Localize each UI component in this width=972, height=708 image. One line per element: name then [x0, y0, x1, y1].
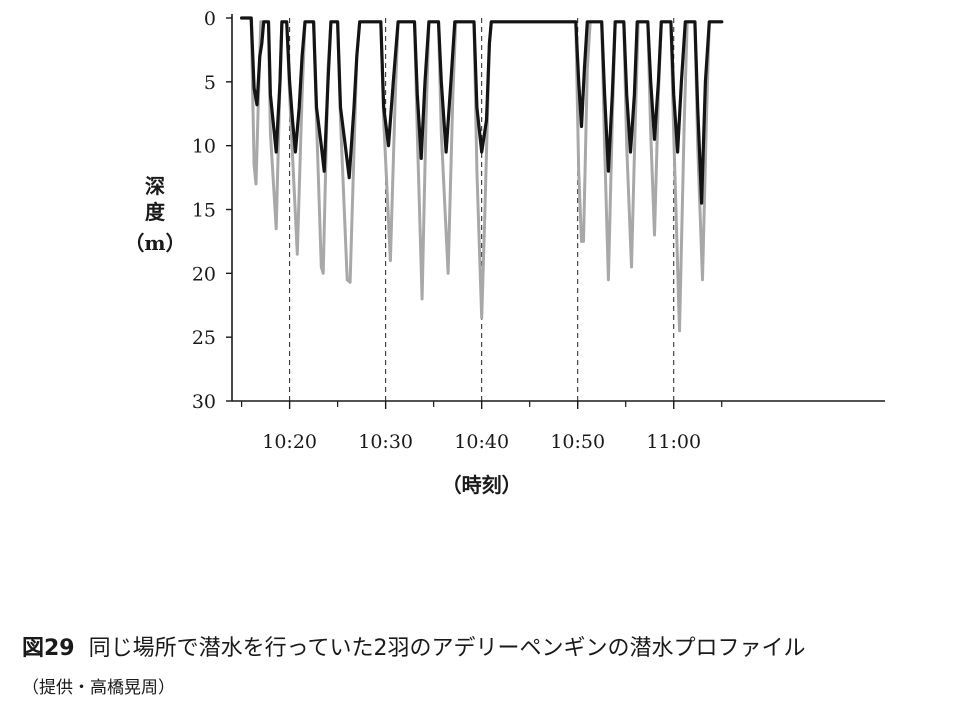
y-axis-title: 深: [145, 174, 165, 198]
x-tick-label: 10:20: [262, 431, 317, 453]
series-layer: [240, 16, 724, 333]
y-tick-label: 15: [192, 200, 216, 222]
y-tick-label: 25: [192, 327, 216, 349]
series-line-black: [240, 16, 724, 205]
y-tick-label: 20: [192, 263, 216, 285]
y-tick-label: 10: [192, 136, 216, 158]
series-line-gray: [240, 16, 724, 333]
y-axis-ticks: 0 5 10 15 20 25 30: [192, 8, 232, 413]
x-tick-label: 10:50: [550, 431, 605, 453]
x-tick-label: 10:40: [454, 431, 509, 453]
x-axis-title: （時刻）: [442, 473, 522, 497]
figure-caption: 図29 同じ場所で潜水を行っていた2羽のアデリーペンギンの潜水プロファイル: [22, 634, 806, 664]
axis-titles: （時刻） 深度 （m）: [124, 174, 521, 497]
y-tick-label: 30: [192, 391, 216, 413]
y-axis-title: 度: [145, 200, 166, 224]
figure-caption-text: 同じ場所で潜水を行っていた2羽のアデリーペンギンの潜水プロファイル: [88, 636, 806, 661]
y-axis-title: （m）: [124, 231, 185, 255]
dive-profile-chart: 0 5 10 15 20 25 30 10:20 10:30 10:40 10:50 11:00 （…: [124, 8, 885, 497]
reference-lines: [289, 18, 675, 401]
x-tick-label: 10:30: [358, 431, 413, 453]
y-tick-label: 5: [204, 72, 216, 94]
x-tick-label: 11:00: [646, 431, 701, 453]
x-axis-ticks: 10:20 10:30 10:40 10:50 11:00: [241, 401, 723, 453]
figure-number: 図29: [22, 636, 75, 661]
figure-credit: （提供・高橋晃周）: [22, 678, 175, 698]
y-tick-label: 0: [204, 8, 216, 30]
